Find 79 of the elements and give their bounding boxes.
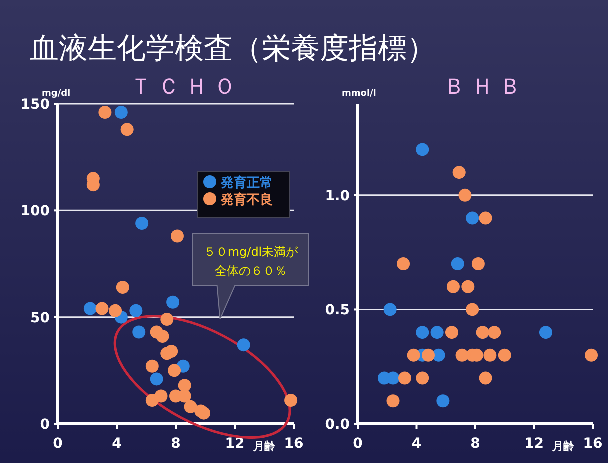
point bbox=[466, 212, 480, 225]
point bbox=[452, 166, 466, 180]
point bbox=[458, 188, 472, 202]
point bbox=[416, 372, 430, 385]
point bbox=[498, 348, 512, 362]
point bbox=[184, 400, 198, 414]
y-tick-label: 50 bbox=[30, 310, 50, 326]
point bbox=[178, 379, 192, 392]
point bbox=[150, 372, 164, 386]
y-tick-label: 1.0 bbox=[325, 188, 350, 204]
point bbox=[451, 258, 464, 270]
point bbox=[384, 303, 397, 316]
point bbox=[136, 216, 149, 230]
point bbox=[466, 303, 480, 316]
x-tick-label: 0 bbox=[53, 436, 64, 452]
point bbox=[446, 280, 460, 294]
point bbox=[160, 312, 174, 326]
y-tick-label: 0.0 bbox=[325, 417, 350, 433]
x-tick-label: 8 bbox=[470, 436, 480, 452]
x-axis-title: 月齢 bbox=[552, 440, 576, 453]
x-tick-label: 4 bbox=[412, 436, 422, 452]
point bbox=[585, 348, 598, 362]
point bbox=[154, 390, 168, 403]
point bbox=[132, 326, 146, 339]
point bbox=[146, 360, 159, 373]
point bbox=[237, 338, 250, 352]
legend-label: 発育正常 bbox=[220, 175, 273, 191]
point bbox=[436, 394, 450, 408]
point bbox=[114, 106, 128, 120]
x-tick-label: 16 bbox=[583, 436, 603, 452]
point bbox=[130, 304, 143, 318]
point bbox=[488, 326, 502, 340]
point bbox=[479, 212, 492, 225]
point bbox=[479, 372, 492, 385]
y-tick-label: 100 bbox=[20, 204, 50, 220]
point bbox=[398, 372, 412, 385]
y-tick-label: 0.5 bbox=[325, 302, 350, 319]
x-tick-label: 8 bbox=[171, 436, 181, 452]
point bbox=[386, 372, 400, 385]
annotation: ５０mg/dl未満が全体の６０％ bbox=[204, 245, 300, 278]
x-tick-label: 4 bbox=[112, 436, 122, 452]
point bbox=[416, 326, 430, 340]
point bbox=[430, 326, 444, 340]
point bbox=[422, 348, 435, 362]
point bbox=[484, 348, 497, 362]
chart-title: ＢＨＢ bbox=[444, 75, 528, 100]
y-axis-title: mg/dl bbox=[42, 89, 71, 99]
y-axis-title: mmol/l bbox=[342, 89, 376, 99]
point bbox=[416, 143, 430, 156]
point bbox=[165, 344, 178, 358]
point bbox=[120, 123, 134, 136]
y-tick-label: 0 bbox=[40, 417, 50, 433]
point bbox=[170, 230, 184, 243]
point bbox=[386, 394, 400, 408]
text: 血液生化学検査（栄養度指標） bbox=[30, 31, 436, 65]
x-axis-title: 月齢 bbox=[252, 440, 276, 453]
point bbox=[109, 304, 122, 318]
y-tick-label: 150 bbox=[20, 97, 50, 113]
point bbox=[156, 330, 170, 344]
legend-label: 発育不良 bbox=[220, 192, 273, 208]
x-tick-label: 12 bbox=[225, 436, 245, 452]
point bbox=[116, 280, 130, 294]
point bbox=[407, 348, 420, 362]
point bbox=[98, 106, 112, 120]
x-tick-label: 0 bbox=[353, 436, 364, 452]
x-tick-label: 16 bbox=[284, 436, 304, 452]
point bbox=[168, 364, 182, 378]
point bbox=[472, 258, 485, 270]
point bbox=[96, 302, 109, 316]
point bbox=[284, 394, 298, 408]
point bbox=[84, 302, 97, 316]
point bbox=[397, 258, 410, 270]
point bbox=[166, 296, 180, 309]
point bbox=[462, 280, 475, 294]
x-tick-label: 12 bbox=[524, 436, 544, 452]
chart-title: ＴＣＨＯ bbox=[130, 75, 242, 100]
point bbox=[446, 326, 458, 340]
point bbox=[540, 326, 552, 340]
point bbox=[198, 406, 211, 420]
